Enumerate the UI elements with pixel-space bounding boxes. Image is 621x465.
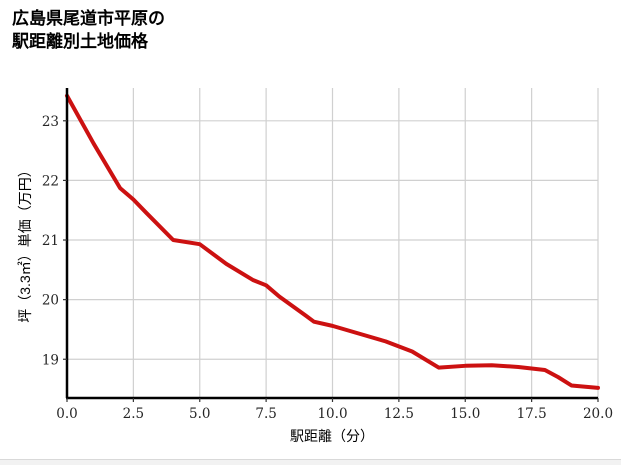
data-line-坪単価	[65, 93, 600, 390]
data-series-group	[65, 93, 600, 390]
x-tick-label: 7.5	[255, 406, 276, 422]
x-axis-title: 駅距離（分）	[290, 428, 374, 444]
x-tick-label: 15.0	[450, 406, 480, 422]
gridlines-group	[67, 88, 599, 398]
x-tick-label: 20.0	[583, 406, 613, 422]
y-tick-label: 22	[42, 173, 59, 189]
x-tick-label: 17.5	[517, 406, 547, 422]
y-tick-label: 20	[42, 293, 59, 309]
y-tick-label: 23	[42, 114, 59, 130]
y-tick-label: 19	[42, 352, 59, 368]
x-tick-label: 10.0	[317, 406, 347, 422]
page-title: 広島県尾道市平原の 駅距離別土地価格	[12, 9, 165, 51]
tick-marks-group	[63, 120, 599, 402]
x-tick-labels-group: 0.0 2.5 5.0 7.5 10.0 12.5 15.0 17.5 20.0	[56, 406, 613, 422]
x-tick-label: 5.0	[189, 406, 210, 422]
y-tick-label: 21	[42, 233, 59, 249]
y-tick-labels-group: 19 20 21 22 23	[42, 114, 59, 368]
y-axis-title: 坪（3.3㎡）単価（万円）	[17, 163, 33, 322]
x-tick-label: 2.5	[123, 406, 144, 422]
x-tick-label: 12.5	[384, 406, 414, 422]
x-tick-label: 0.0	[56, 406, 77, 422]
figure-bottom-edge	[0, 459, 621, 465]
